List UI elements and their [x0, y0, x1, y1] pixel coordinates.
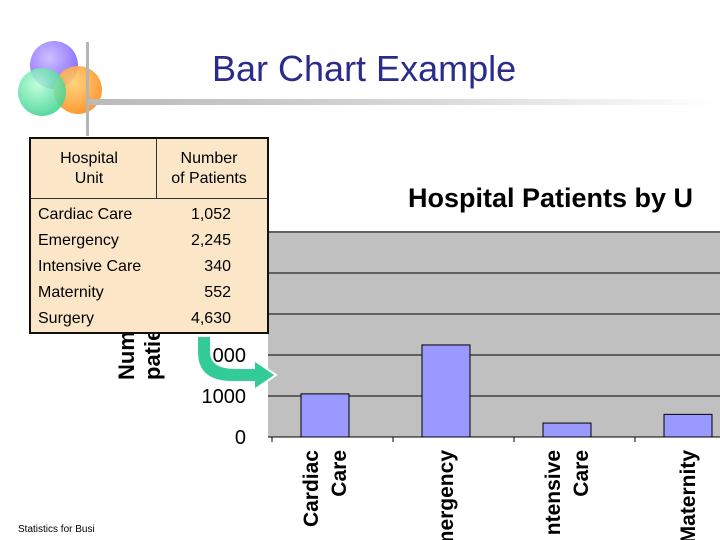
unit-cell: Maternity — [38, 284, 104, 301]
table-header-divider — [31, 198, 267, 199]
unit-cell: Intensive Care — [38, 258, 142, 275]
table-row: Emergency 2,245 — [31, 228, 267, 254]
table-column-divider — [156, 139, 157, 198]
table-row: Maternity 552 — [31, 280, 267, 306]
count-cell: 2,245 — [190, 232, 231, 249]
chart-title: Hospital Patients by U — [408, 183, 693, 213]
category-label: ntensive — [542, 450, 565, 535]
bar — [421, 344, 471, 438]
y-tick-label: 1000 — [202, 386, 247, 408]
table-row: Surgery 4,630 — [31, 306, 267, 332]
count-cell: 340 — [204, 258, 231, 275]
category-label: Care — [570, 450, 593, 497]
header-hospital-unit: Hospital Unit — [39, 149, 139, 189]
title-vertical-rule — [86, 42, 89, 136]
y-axis-label: Num — [114, 331, 139, 380]
header-count-line1: Number — [180, 150, 238, 167]
count-cell: 4,630 — [190, 310, 231, 327]
unit-cell: Emergency — [38, 232, 119, 249]
count-cell: 552 — [204, 284, 231, 301]
header-count-line2: of Patients — [171, 170, 247, 187]
slide-footer: Statistics for Busi — [18, 524, 95, 535]
data-table: Hospital Unit Number of Patients Cardiac… — [29, 137, 269, 334]
table-row: Intensive Care 340 — [31, 254, 267, 280]
bar — [300, 393, 350, 438]
table-row: Cardiac Care 1,052 — [31, 202, 267, 228]
curved-arrow-icon — [196, 335, 278, 392]
unit-cell: Cardiac Care — [38, 206, 133, 223]
header-number-of-patients: Number of Patients — [159, 149, 259, 189]
category-label: Maternity — [677, 450, 700, 540]
bar — [663, 413, 713, 438]
count-cell: 1,052 — [190, 206, 231, 223]
category-label: Care — [328, 450, 351, 497]
title-underline — [88, 99, 720, 105]
y-tick-label: 0 — [235, 427, 246, 449]
logo-circle-green — [18, 68, 66, 116]
header-unit-line1: Hospital — [60, 150, 118, 167]
bar — [542, 422, 592, 438]
header-unit-line2: Unit — [74, 170, 104, 187]
category-label: Cardiac — [300, 450, 323, 527]
category-label: mergency — [435, 450, 458, 540]
unit-cell: Surgery — [38, 310, 95, 327]
slide-title: Bar Chart Example — [212, 48, 517, 89]
